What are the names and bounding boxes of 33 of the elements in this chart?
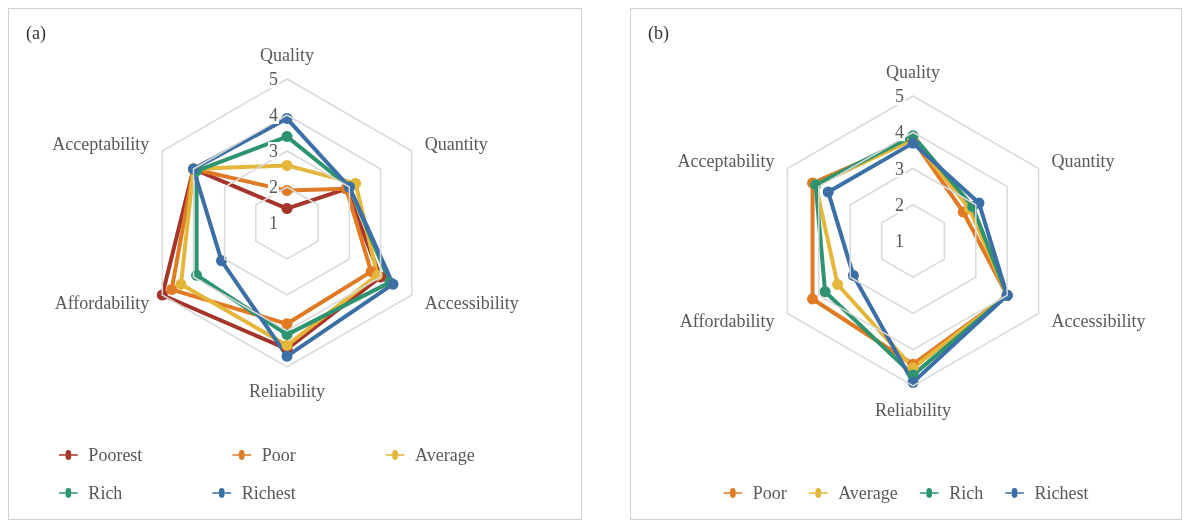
spoke-label: Quantity [1051,151,1115,171]
spoke-label: Accessibility [1051,311,1146,331]
spoke-label: Affordability [679,311,775,331]
spoke-label: Acceptability [677,151,775,171]
spoke-label: Affordability [54,292,150,313]
chart-title: (a) [26,23,46,44]
legend-label: Average [415,445,475,465]
spoke-label: Quantity [424,133,488,154]
y-tick-label: 4 [269,105,278,125]
chart-title: (b) [648,23,669,44]
legend-label: Poor [261,445,296,465]
y-tick-label: 5 [269,69,278,89]
legend-label: Rich [949,483,984,503]
y-tick-label: 2 [895,194,904,215]
y-tick-label: 5 [895,86,904,106]
y-tick-label: 1 [269,213,278,233]
y-tick-label: 4 [895,122,904,143]
y-tick-label: 3 [269,141,278,161]
legend-label: Rich [88,483,123,503]
spoke-label: Accessibility [424,292,519,313]
legend-label: Average [838,483,898,503]
y-tick-label: 2 [269,177,278,197]
y-tick-label: 1 [895,231,904,251]
y-tick-label: 3 [895,158,904,179]
spoke-label: Reliability [249,381,325,401]
legend-label: Poorest [88,445,143,465]
legend-label: Richest [1034,483,1089,503]
spoke-label: Quality [886,62,940,82]
spoke-label: Acceptability [52,133,150,154]
legend-label: Richest [241,483,296,503]
spoke-label: Quality [260,45,314,65]
legend-label: Poor [752,483,787,503]
spoke-label: Reliability [875,400,951,420]
